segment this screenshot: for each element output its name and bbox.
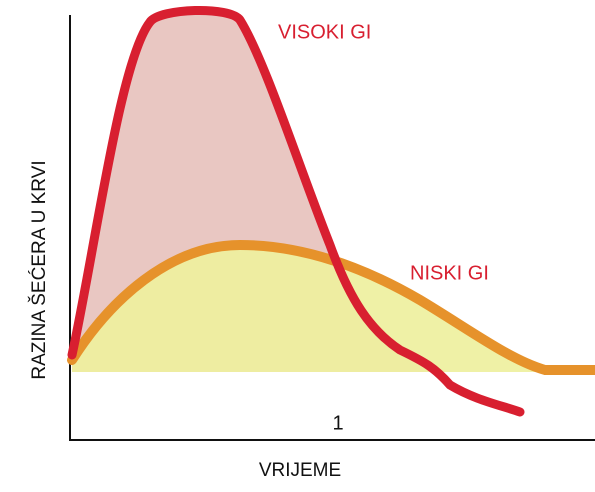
y-axis-label: RAZINA ŠEĆERA U KRVI xyxy=(28,160,50,379)
x-axis-label: VRIJEME xyxy=(259,460,341,481)
low-gi-area xyxy=(72,245,595,372)
high-gi-label: VISOKI GI xyxy=(278,21,371,43)
low-gi-label: NISKI GI xyxy=(410,262,489,284)
x-marker-label: 1 xyxy=(332,412,343,434)
low-gi-curve xyxy=(67,239,595,375)
high-gi-curve xyxy=(67,5,525,417)
